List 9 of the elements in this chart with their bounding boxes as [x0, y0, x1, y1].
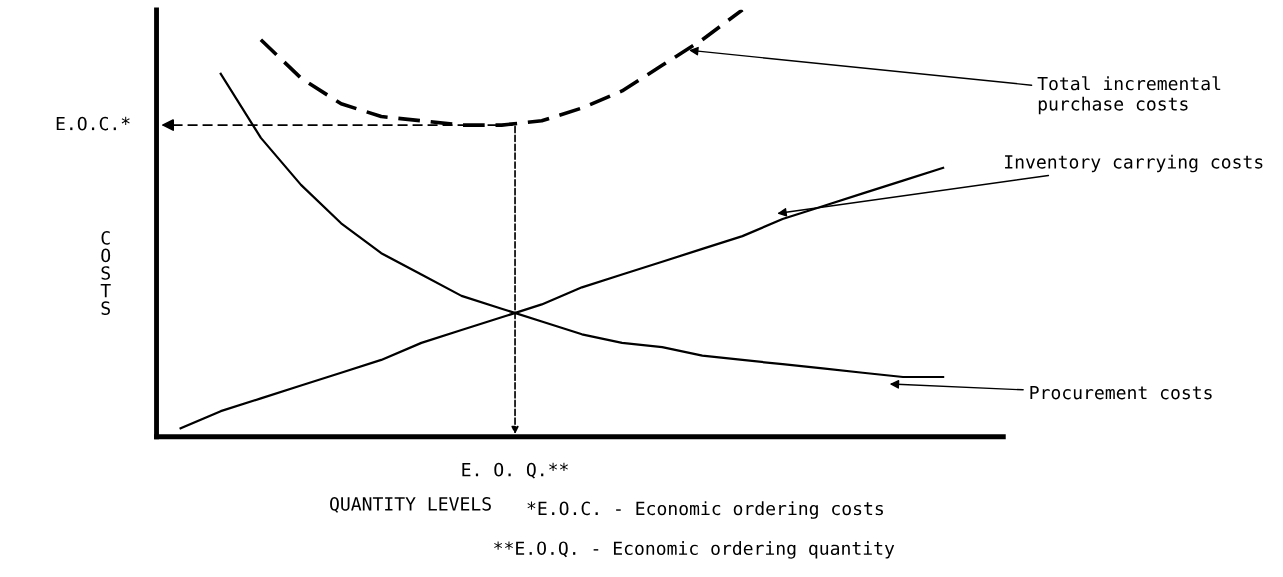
- text: Inventory carrying costs: [1005, 154, 1263, 173]
- text: Total incremental purchase costs: [1037, 76, 1221, 115]
- text: *E.O.C. - Economic ordering costs: [527, 501, 883, 519]
- text: E. O. Q.**: [462, 462, 568, 479]
- x-axis-title: QUANTITY LEVELS: [330, 496, 491, 513]
- ref-line-label: E.O.C.*: [56, 116, 130, 131]
- y-axis-title: COSTS: [100, 231, 111, 315]
- text: **E.O.Q. - Economic ordering quantity: [494, 541, 895, 559]
- text: Procurement costs: [1030, 385, 1212, 400]
